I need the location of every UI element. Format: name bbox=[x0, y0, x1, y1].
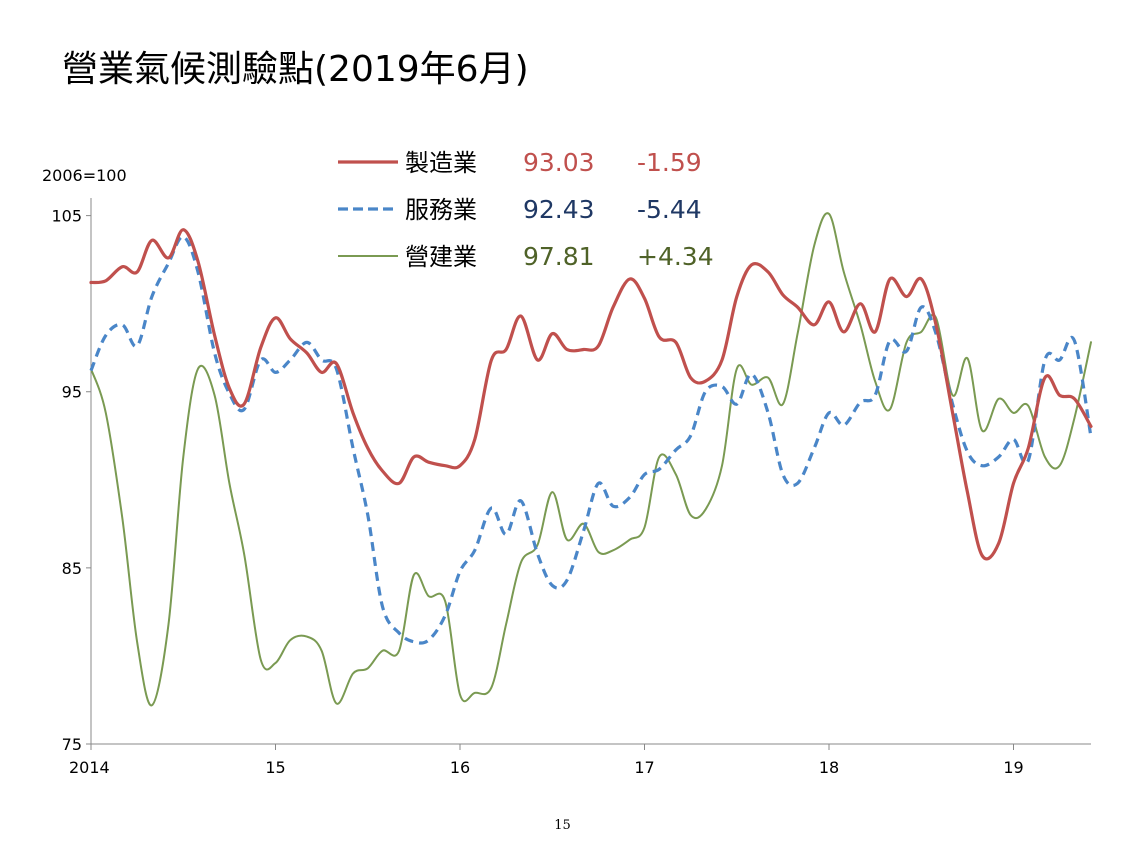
page-title: 營業氣候測驗點(2019年6月) bbox=[62, 49, 529, 90]
legend-change-value-2: +4.34 bbox=[637, 242, 714, 271]
legend-label-0: 製造業 bbox=[405, 149, 477, 177]
chart: 2006=100 75 85 95 105 2014 15 16 17 18 19 製造業 93.03… bbox=[42, 148, 1093, 777]
legend-latest-value-1: 92.43 bbox=[523, 195, 595, 224]
legend-change-value-1: -5.44 bbox=[637, 195, 702, 224]
series-line-1 bbox=[89, 235, 1093, 645]
chart-legend: 製造業 93.03 -1.59 服務業 92.43 -5.44 營建業 97.81 +4.34 bbox=[338, 148, 714, 271]
y-tick-label: 95 bbox=[62, 383, 82, 402]
x-tick-label: 17 bbox=[634, 758, 654, 777]
x-tick-label: 15 bbox=[265, 758, 285, 777]
x-tick-label: 19 bbox=[1003, 758, 1023, 777]
legend-change-value-0: -1.59 bbox=[637, 148, 702, 177]
x-tick-label: 16 bbox=[450, 758, 470, 777]
y-axis-unit-label: 2006=100 bbox=[42, 166, 127, 185]
series-line-0 bbox=[89, 228, 1093, 561]
y-tick-label: 85 bbox=[62, 559, 82, 578]
x-tick-label: 2014 bbox=[69, 758, 110, 777]
legend-latest-value-0: 93.03 bbox=[523, 148, 595, 177]
y-tick-label: 105 bbox=[51, 207, 82, 226]
page-number: 15 bbox=[554, 818, 571, 833]
x-tick-label: 18 bbox=[819, 758, 839, 777]
legend-latest-value-2: 97.81 bbox=[523, 242, 595, 271]
legend-label-1: 服務業 bbox=[405, 196, 477, 224]
y-tick-label: 75 bbox=[62, 735, 82, 754]
chart-lines bbox=[89, 212, 1093, 707]
chart-axes: 2006=100 75 85 95 105 2014 15 16 17 18 19 bbox=[42, 166, 1091, 777]
series-line-2 bbox=[90, 212, 1092, 707]
legend-label-2: 營建業 bbox=[405, 243, 477, 271]
